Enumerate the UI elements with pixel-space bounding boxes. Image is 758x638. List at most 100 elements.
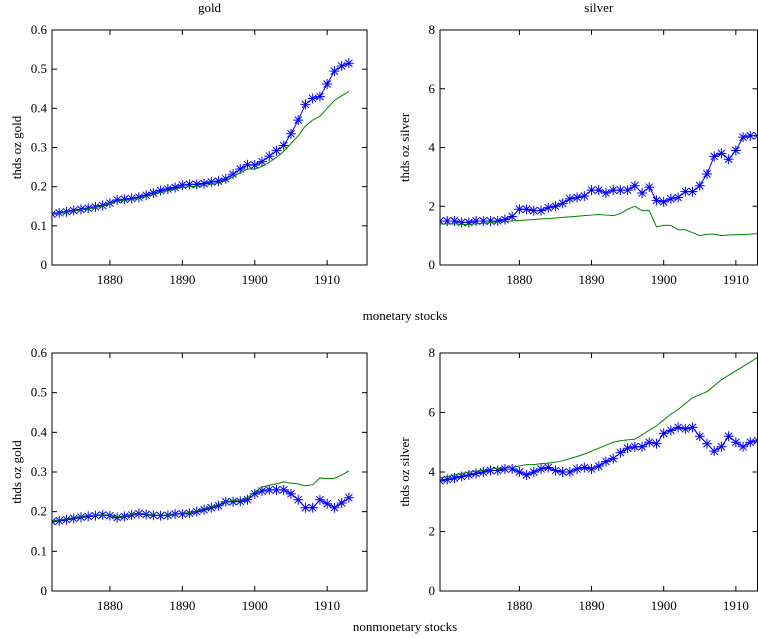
star-marker bbox=[184, 179, 195, 190]
x-tick-label: 1900 bbox=[242, 272, 268, 287]
star-marker bbox=[285, 128, 296, 139]
star-marker bbox=[716, 441, 727, 452]
star-marker bbox=[191, 179, 202, 190]
star-marker bbox=[83, 511, 94, 522]
star-marker bbox=[300, 502, 311, 513]
star-marker bbox=[564, 193, 575, 204]
row-label: monetary stocks bbox=[363, 308, 448, 323]
star-marker bbox=[285, 488, 296, 499]
y-tick-label: 0.6 bbox=[31, 345, 48, 360]
star-marker bbox=[550, 201, 561, 212]
y-tick-label: 0.5 bbox=[31, 61, 47, 76]
star-marker bbox=[307, 502, 318, 513]
star-marker bbox=[673, 422, 684, 433]
y-tick-label: 0.5 bbox=[31, 385, 47, 400]
y-tick-label: 0.3 bbox=[31, 464, 47, 479]
star-marker bbox=[235, 496, 246, 507]
x-tick-label: 1880 bbox=[506, 598, 532, 613]
star-marker bbox=[572, 464, 583, 475]
y-tick-label: 2 bbox=[429, 198, 436, 213]
star-marker bbox=[738, 441, 749, 452]
x-tick-label: 1890 bbox=[169, 598, 195, 613]
star-marker bbox=[521, 204, 532, 215]
star-marker bbox=[629, 441, 640, 452]
star-marker bbox=[235, 164, 246, 175]
star-marker bbox=[701, 168, 712, 179]
star-marker bbox=[278, 140, 289, 151]
star-marker bbox=[264, 484, 275, 495]
star-marker bbox=[213, 500, 224, 511]
star-marker bbox=[271, 145, 282, 156]
star-marker bbox=[694, 431, 705, 442]
x-tick-label: 1910 bbox=[314, 598, 340, 613]
star-marker bbox=[442, 474, 453, 485]
x-tick-label: 1900 bbox=[651, 272, 677, 287]
star-marker bbox=[463, 469, 474, 480]
axes-box bbox=[51, 352, 368, 592]
star-marker bbox=[170, 182, 181, 193]
y-tick-label: 0.4 bbox=[31, 100, 48, 115]
star-marker bbox=[492, 215, 503, 226]
star-marker bbox=[665, 425, 676, 436]
star-marker bbox=[68, 513, 79, 524]
star-marker bbox=[564, 467, 575, 477]
star-marker bbox=[220, 173, 231, 184]
row-label: nonmonetary stocks bbox=[353, 619, 457, 634]
x-tick-label: 1890 bbox=[579, 272, 605, 287]
star-marker bbox=[550, 465, 561, 476]
y-tick-label: 4 bbox=[429, 464, 436, 479]
star-marker bbox=[608, 453, 619, 464]
star-marker bbox=[644, 437, 655, 448]
chart-title: silver bbox=[584, 0, 614, 15]
star-marker bbox=[536, 464, 547, 475]
star-marker bbox=[456, 217, 467, 228]
star-marker bbox=[314, 494, 325, 505]
star-marker bbox=[191, 506, 202, 517]
y-tick-label: 2 bbox=[429, 524, 436, 539]
star-marker bbox=[730, 437, 741, 448]
y-tick-label: 0 bbox=[41, 583, 48, 598]
star-marker bbox=[307, 93, 318, 104]
x-tick-label: 1910 bbox=[723, 598, 749, 613]
series-line bbox=[440, 357, 758, 479]
star-marker bbox=[449, 215, 460, 226]
star-marker bbox=[673, 192, 684, 203]
star-marker bbox=[126, 193, 137, 204]
star-marker bbox=[615, 447, 626, 458]
star-marker bbox=[687, 186, 698, 197]
star-marker bbox=[687, 422, 698, 433]
star-marker bbox=[543, 462, 554, 473]
star-marker bbox=[343, 492, 354, 503]
star-marker bbox=[665, 193, 676, 204]
star-marker bbox=[112, 194, 123, 205]
y-tick-label: 8 bbox=[429, 345, 436, 360]
series-line bbox=[440, 205, 758, 237]
star-marker bbox=[300, 99, 311, 110]
y-tick-label: 0.2 bbox=[31, 504, 47, 519]
star-marker bbox=[579, 462, 590, 473]
star-marker bbox=[478, 215, 489, 226]
star-marker bbox=[264, 151, 275, 162]
star-marker bbox=[162, 184, 173, 195]
star-marker bbox=[622, 443, 633, 454]
star-marker bbox=[199, 178, 210, 189]
star-marker bbox=[514, 467, 525, 477]
star-marker bbox=[745, 437, 756, 448]
star-marker bbox=[314, 91, 325, 102]
x-tick-label: 1910 bbox=[314, 272, 340, 287]
star-marker bbox=[112, 512, 123, 523]
star-marker bbox=[206, 502, 217, 513]
chart-title: gold bbox=[198, 0, 222, 15]
star-marker bbox=[249, 160, 260, 171]
star-marker bbox=[228, 169, 239, 180]
star-marker bbox=[322, 79, 333, 90]
star-marker bbox=[536, 205, 547, 216]
star-marker bbox=[514, 204, 525, 215]
star-marker bbox=[61, 514, 72, 525]
star-marker bbox=[485, 465, 496, 476]
star-marker bbox=[242, 159, 253, 170]
y-tick-label: 0 bbox=[429, 583, 436, 598]
star-marker bbox=[478, 467, 489, 477]
plot-frame bbox=[52, 30, 367, 265]
star-marker bbox=[257, 156, 267, 167]
